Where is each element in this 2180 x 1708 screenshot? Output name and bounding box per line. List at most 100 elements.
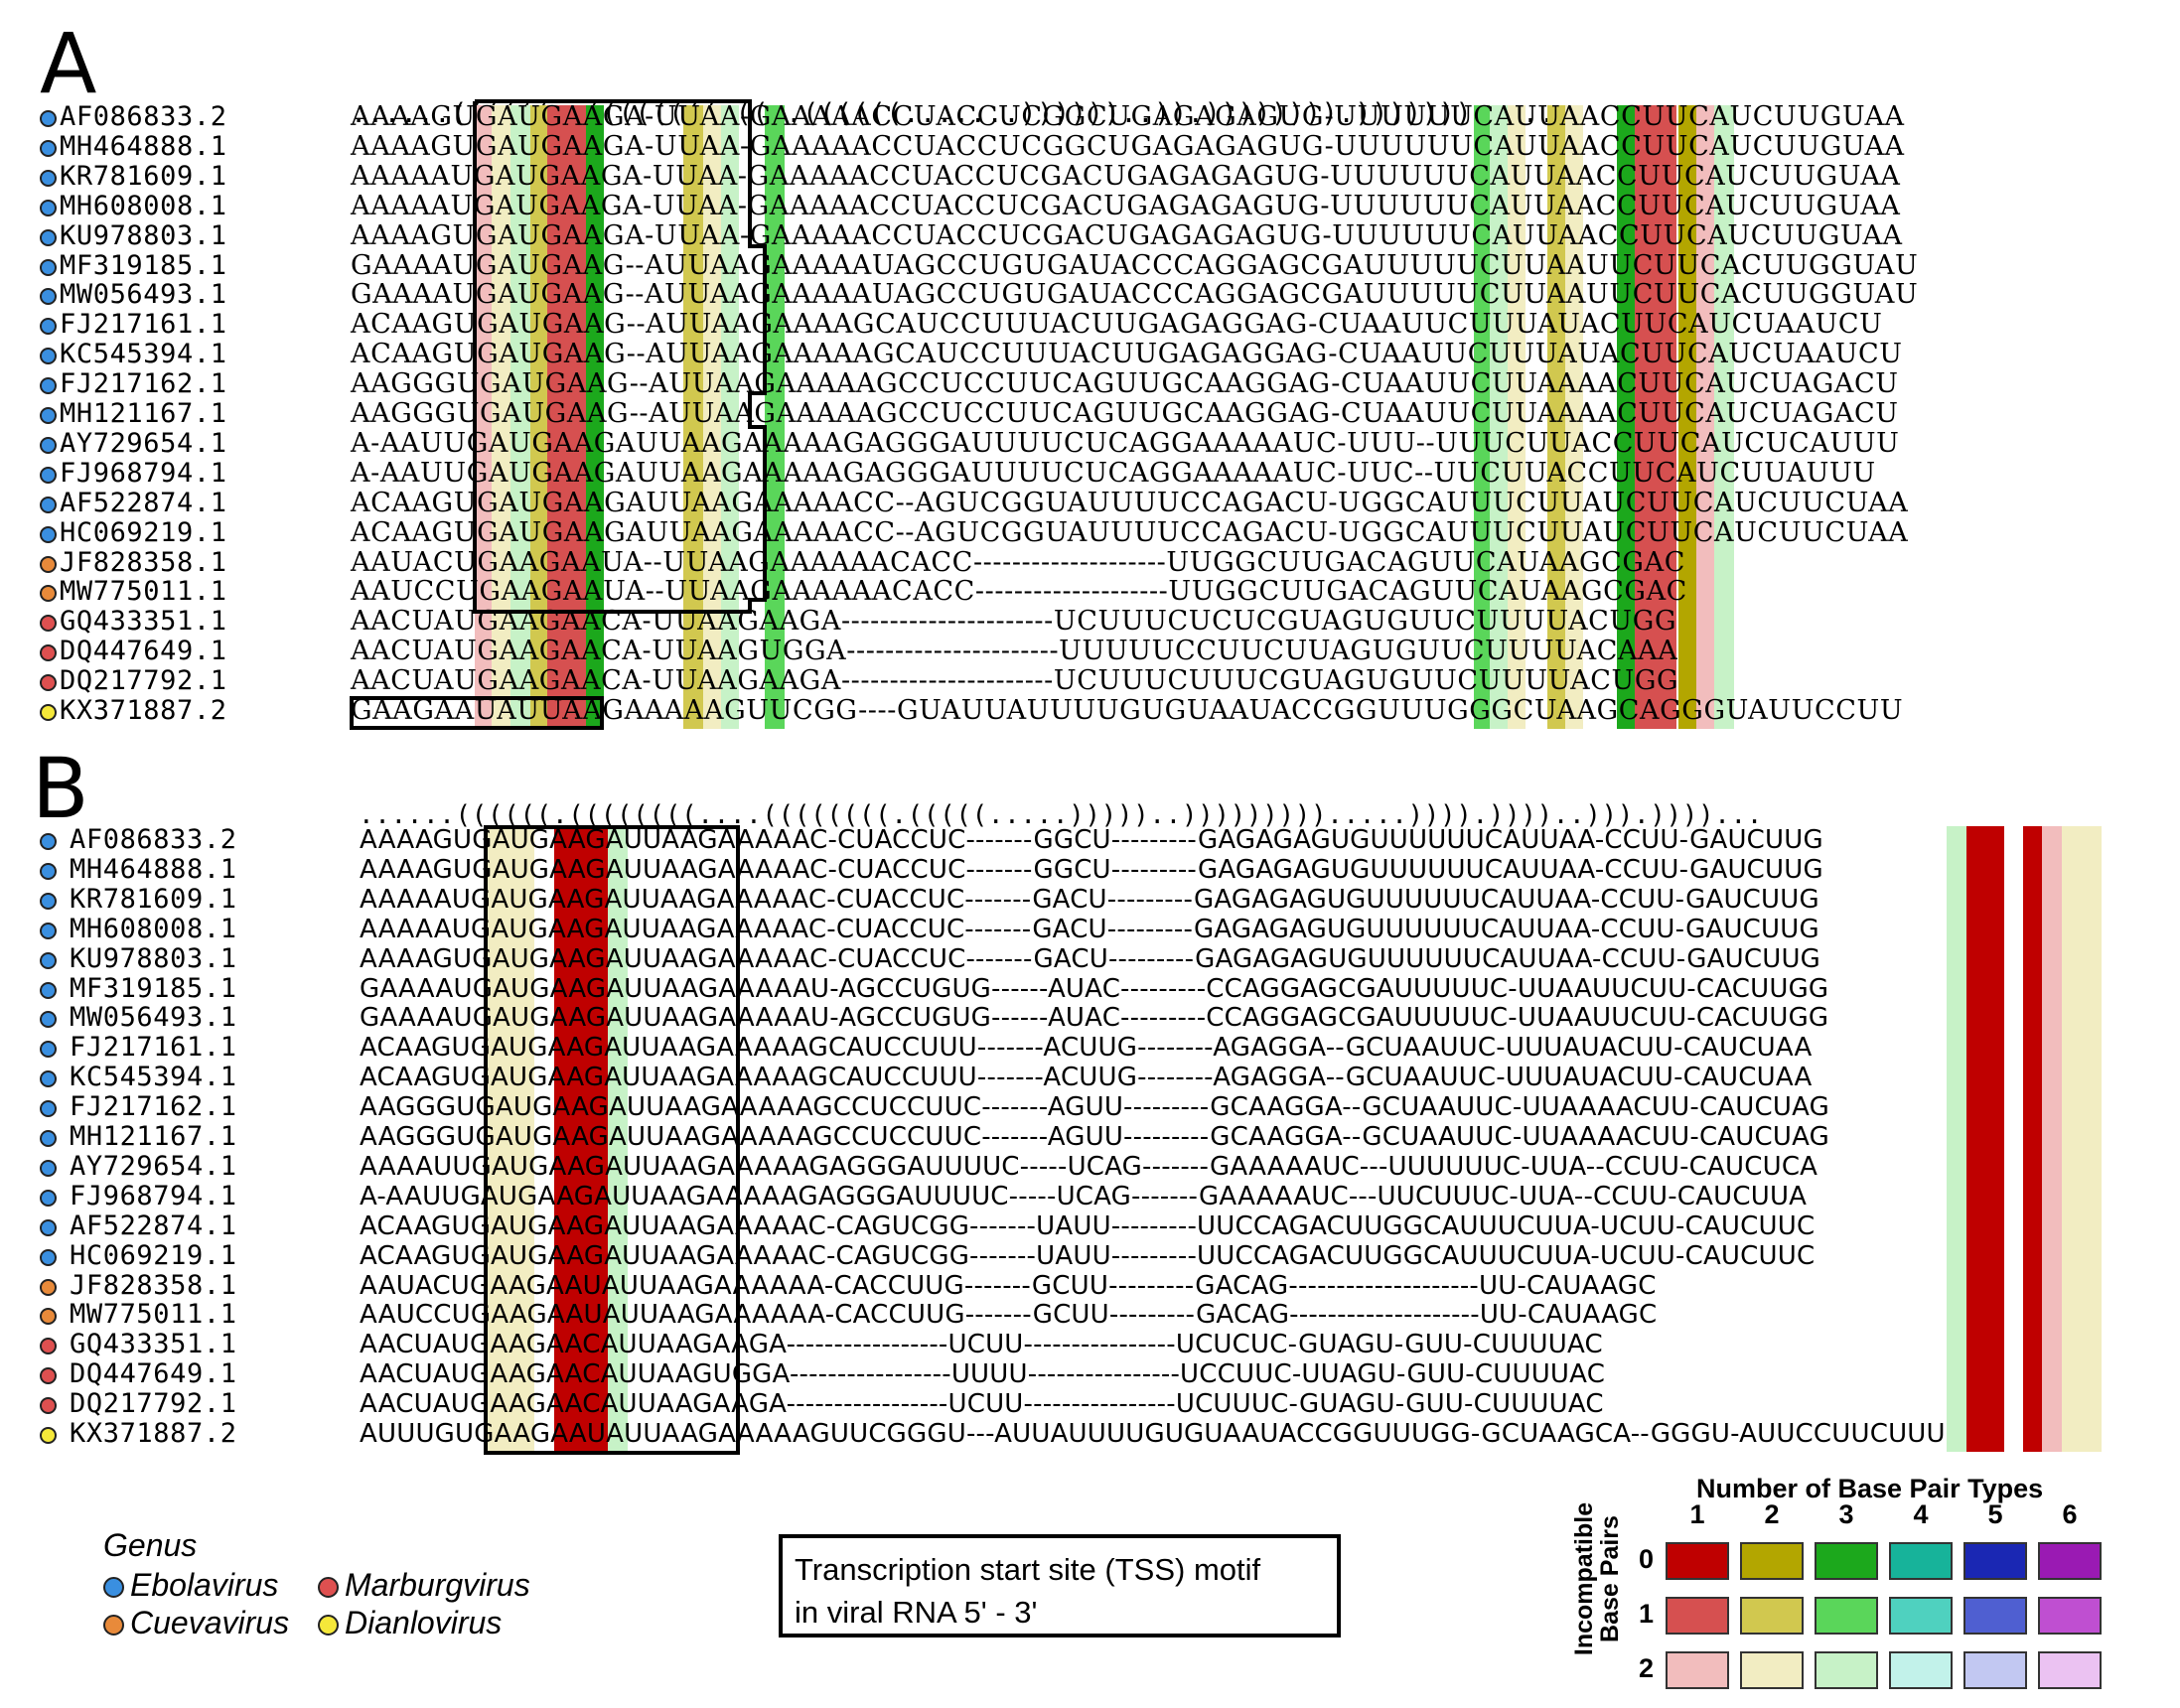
- ebolavirus-dot-icon: [40, 466, 57, 484]
- panel-a-pair-column: [530, 105, 547, 729]
- aligned-sequence: A-AAUUGAUGAAGAUUAAGAAAAAGAGGGAUUUUC-----…: [360, 1181, 1808, 1211]
- aligned-sequence: AACUAUGAAGAACAUUAAGAAGA-----------------…: [360, 1330, 1603, 1360]
- panel-b-row: FJ217161.1 ACAAGUGAUGAAGAUUAAGAAAAAGCAUCC…: [0, 1033, 2180, 1063]
- ebolavirus-dot-icon: [40, 1130, 57, 1147]
- ebolavirus-dot-icon: [40, 348, 57, 365]
- panel-a-pair-column: [1653, 105, 1676, 729]
- panel-b-pair-column: [590, 826, 608, 1452]
- marburgvirus-dot-icon: [40, 1397, 57, 1415]
- accession-label: AF086833.2: [70, 824, 237, 855]
- panel-a-row: FJ217162.1 AAGGGUGAUGAAG--AUUAAGAAAAAGCCU…: [0, 369, 2180, 399]
- aligned-sequence: GAAAAUGAUGAAG--AUUAAGAAAAAUAGCCUGUGAUACC…: [351, 249, 1919, 281]
- accession-label: AF522874.1: [60, 487, 227, 518]
- panel-a-pair-column: [1678, 105, 1696, 729]
- aligned-sequence: ACAAGUGAUGAAG--AUUAAGAAAAAGCAUCCUUUACUUG…: [351, 339, 1903, 370]
- ebolavirus-dot-icon: [40, 228, 57, 246]
- panel-a-pair-column: [586, 105, 604, 729]
- aligned-sequence: AAAAAUGAUGAAGA-UUAA-GAAAAACCUACCUCGACUGA…: [351, 160, 1901, 192]
- panel-a-pair-column: [492, 105, 510, 729]
- color-legend-swatch: [2038, 1542, 2102, 1580]
- panel-b-row: KR781609.1 AAAAAUGAUGAAGAUUAAGAAAAAC-CUAC…: [0, 883, 2180, 915]
- accession-label: KR781609.1: [70, 883, 237, 915]
- color-legend-swatch: [1815, 1651, 1878, 1689]
- color-legend-side-label: Incompatible Base Pairs: [1570, 1501, 1624, 1656]
- accession-label: KX371887.2: [70, 1418, 237, 1449]
- ebolavirus-dot-icon: [40, 525, 57, 543]
- aligned-sequence: AAUACUGAAGAAUA--UUAAGAAAAAACACC---------…: [351, 546, 1685, 578]
- accession-label: GQ433351.1: [70, 1329, 237, 1360]
- ebolavirus-dot-icon: [40, 1189, 57, 1207]
- color-legend-swatch: [1889, 1597, 1953, 1635]
- accession-label: DQ447649.1: [60, 636, 227, 667]
- color-legend-column-label: 6: [2062, 1499, 2078, 1529]
- legend-cuevavirus: Cuevavirus: [103, 1605, 289, 1641]
- panel-a-pair-column: [765, 105, 785, 729]
- accession-label: FJ968794.1: [60, 457, 227, 489]
- panel-b-pair-column: [1985, 826, 2004, 1452]
- aligned-sequence: AAAAAUGAUGAAGAUUAAGAAAAAC-CUACCUC-------…: [360, 884, 1819, 915]
- accession-label: AY729654.1: [60, 427, 227, 459]
- aligned-sequence: GAAAAUGAUGAAGAUUAAGAAAAAU-AGCCUGUG------…: [360, 973, 1829, 1004]
- accession-label: MW056493.1: [70, 1002, 237, 1034]
- panel-a-row: MH464888.1 AAAAGUGAUGAAGA-UUAA-GAAAAACCUA…: [0, 131, 2180, 162]
- accession-label: MH464888.1: [70, 853, 237, 885]
- legend-ebolavirus: Ebolavirus: [103, 1567, 278, 1604]
- ebolavirus-dot-icon: [103, 1577, 124, 1599]
- panel-a-row: KC545394.1 ACAAGUGAUGAAG--AUUAAGAAAAAGCAU…: [0, 340, 2180, 369]
- ebolavirus-dot-icon: [40, 288, 57, 306]
- aligned-sequence: AAAAGUGAUGAAGAUUAAGAAAAAC-CUACCUC-------…: [360, 825, 1823, 855]
- color-legend-row-label: 2: [1639, 1653, 1655, 1683]
- accession-label: HC069219.1: [70, 1239, 237, 1271]
- tss-legend-line1: Transcription start site (TSS) motif: [795, 1552, 1261, 1587]
- accession-label: FJ968794.1: [70, 1180, 237, 1211]
- panel-b-pair-column: [502, 826, 519, 1452]
- aligned-sequence: AAAAAUGAUGAAGA-UUAA-GAAAAACCUACCUCGACUGA…: [351, 190, 1901, 221]
- panel-b-pair-column: [554, 826, 572, 1452]
- panel-a-pair-column: [1565, 105, 1583, 729]
- color-legend-row-label: 0: [1639, 1544, 1655, 1574]
- color-legend-swatch: [1666, 1651, 1729, 1689]
- aligned-sequence: AAAAGUGAUGAAGAUUAAGAAAAAC-CUACCUC-------…: [360, 943, 1821, 974]
- ebolavirus-dot-icon: [40, 110, 57, 127]
- ebolavirus-dot-icon: [40, 377, 57, 395]
- color-legend-swatch: [1740, 1651, 1804, 1689]
- accession-label: MH608008.1: [60, 190, 227, 221]
- accession-label: MW775011.1: [60, 576, 227, 608]
- accession-label: AF522874.1: [70, 1210, 237, 1241]
- panel-b-label: B: [32, 740, 89, 837]
- panel-a-label: A: [40, 15, 97, 112]
- aligned-sequence: AACUAUGAAGAACAUUAAGUGGA-----------------…: [360, 1359, 1606, 1390]
- dianlovirus-dot-icon: [318, 1615, 339, 1637]
- ebolavirus-dot-icon: [40, 862, 57, 880]
- accession-label: KX371887.2: [60, 695, 227, 726]
- panel-a-pair-column: [1696, 105, 1714, 729]
- panel-b-row: KC545394.1 ACAAGUGAUGAAGAUUAAGAAAAAGCAUCC…: [0, 1063, 2180, 1092]
- tss-legend-box: Transcription start site (TSS) motif in …: [779, 1534, 1341, 1637]
- panel-a-row: KX371887.2 GAAGAAUAUUAAGAAAAAGUUCGG----GU…: [0, 696, 2180, 726]
- panel-b-pair-column: [2082, 826, 2102, 1452]
- aligned-sequence: AAAAAUGAUGAAGAUUAAGAAAAAC-CUACCUC-------…: [360, 914, 1819, 944]
- accession-label: FJ217162.1: [60, 368, 227, 400]
- accession-label: MH608008.1: [70, 913, 237, 944]
- panel-b-pair-column: [2062, 826, 2082, 1452]
- accession-label: JF828358.1: [70, 1269, 237, 1301]
- panel-a-row: GQ433351.1 AACUAUGAAGAACA-UUAAGAAGA------…: [0, 607, 2180, 637]
- panel-a-pair-column: [683, 105, 703, 729]
- ebolavirus-dot-icon: [40, 1159, 57, 1177]
- aligned-sequence: AAAAUUGAUGAAGAUUAAGAAAAAGAGGGAUUUUC-----…: [360, 1151, 1818, 1182]
- accession-label: MW056493.1: [60, 279, 227, 311]
- aligned-sequence: AACUAUGAAGAACA-UUAAGUGGA----------------…: [351, 636, 1678, 667]
- ebolavirus-dot-icon: [40, 1100, 57, 1118]
- aligned-sequence: ACAAGUGAUGAAGAUUAAGAAAAAGCAUCCUUU-------…: [360, 1033, 1813, 1064]
- ebolavirus-dot-icon: [40, 922, 57, 939]
- ebolavirus-dot-icon: [40, 951, 57, 969]
- panel-a-row: MH121167.1 AAGGGUGAUGAAG--AUUAAGAAAAAGCCU…: [0, 399, 2180, 429]
- aligned-sequence: AAUCCUGAAGAAUAUUAAGAAAAAA-CACCUUG-------…: [360, 1300, 1658, 1331]
- panel-b-row: AF086833.2 AAAAGUGAUGAAGAUUAAGAAAAAC-CUAC…: [0, 825, 2180, 855]
- color-legend-swatch: [1740, 1597, 1804, 1635]
- ebolavirus-dot-icon: [40, 169, 57, 187]
- marburgvirus-dot-icon: [40, 674, 57, 692]
- aligned-sequence: GAAAAUGAUGAAG--AUUAAGAAAAAUAGCCUGUGAUACC…: [351, 279, 1919, 311]
- aligned-sequence: A-AAUUGAUGAAGAUUAAGAAAAAGAGGGAUUUUCUCAGG…: [351, 427, 1900, 459]
- color-legend-swatch: [1963, 1597, 2027, 1635]
